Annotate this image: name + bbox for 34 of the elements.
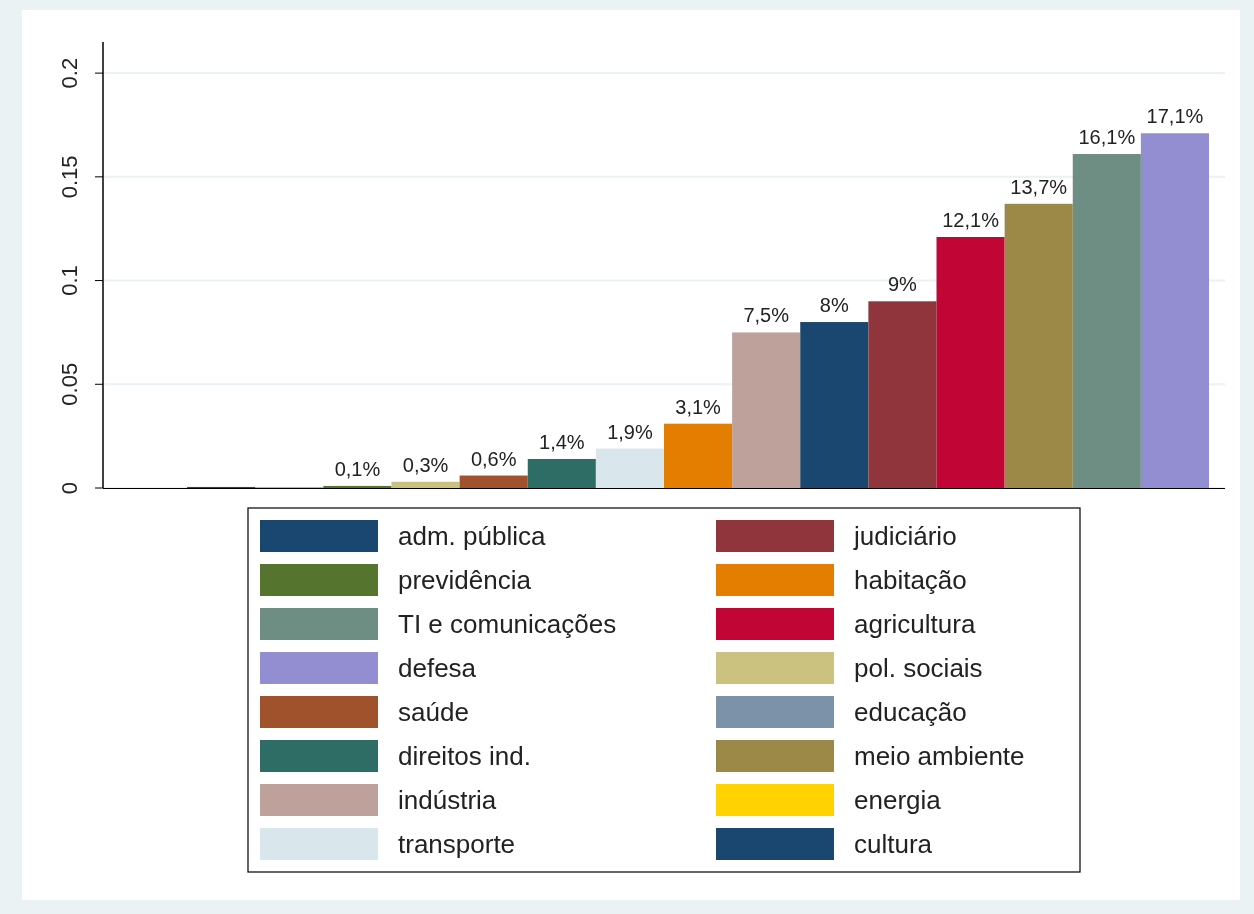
data-label: 16,1% [1078,126,1136,149]
legend-label: cultura [854,829,933,859]
y-tick-label: 0.2 [57,57,82,89]
data-label: 0,3% [402,453,449,476]
y-tick-label: 0.05 [57,362,82,406]
legend-label: habitação [854,565,967,595]
data-label: 7,5% [743,304,790,327]
data-label: 1,9% [607,420,653,443]
data-label: 8% [819,294,849,317]
data-label: 0,1% [334,457,381,480]
legend-label: previdência [398,565,532,595]
legend-label: TI e comunicações [398,609,617,639]
legend-label: adm. pública [398,521,546,551]
data-label: 12,1% [942,209,1000,231]
legend-label: transporte [398,829,516,859]
y-tick-label: 0.1 [57,265,82,296]
legend-label: judiciário [853,521,957,551]
legend-label: agricultura [854,609,976,639]
y-tick-label: 0 [57,481,82,495]
data-label: 0,6% [470,447,517,470]
legend-label: educação [854,697,967,727]
data-label: 3,1% [675,395,722,418]
data-label: 1,4% [539,430,585,453]
legend-label: pol. sociais [854,653,983,683]
legend-label: saúde [398,697,469,727]
data-label: 17,1% [1146,105,1204,128]
data-label: 13,7% [1010,175,1068,198]
legend-label: meio ambiente [854,741,1025,771]
legend-label: energia [854,785,942,815]
legend-label: defesa [398,653,477,683]
data-label: 9% [887,273,918,296]
y-tick-label: 0.15 [57,155,82,199]
legend-label: direitos ind. [398,741,531,771]
legend-label: indústria [398,785,497,815]
